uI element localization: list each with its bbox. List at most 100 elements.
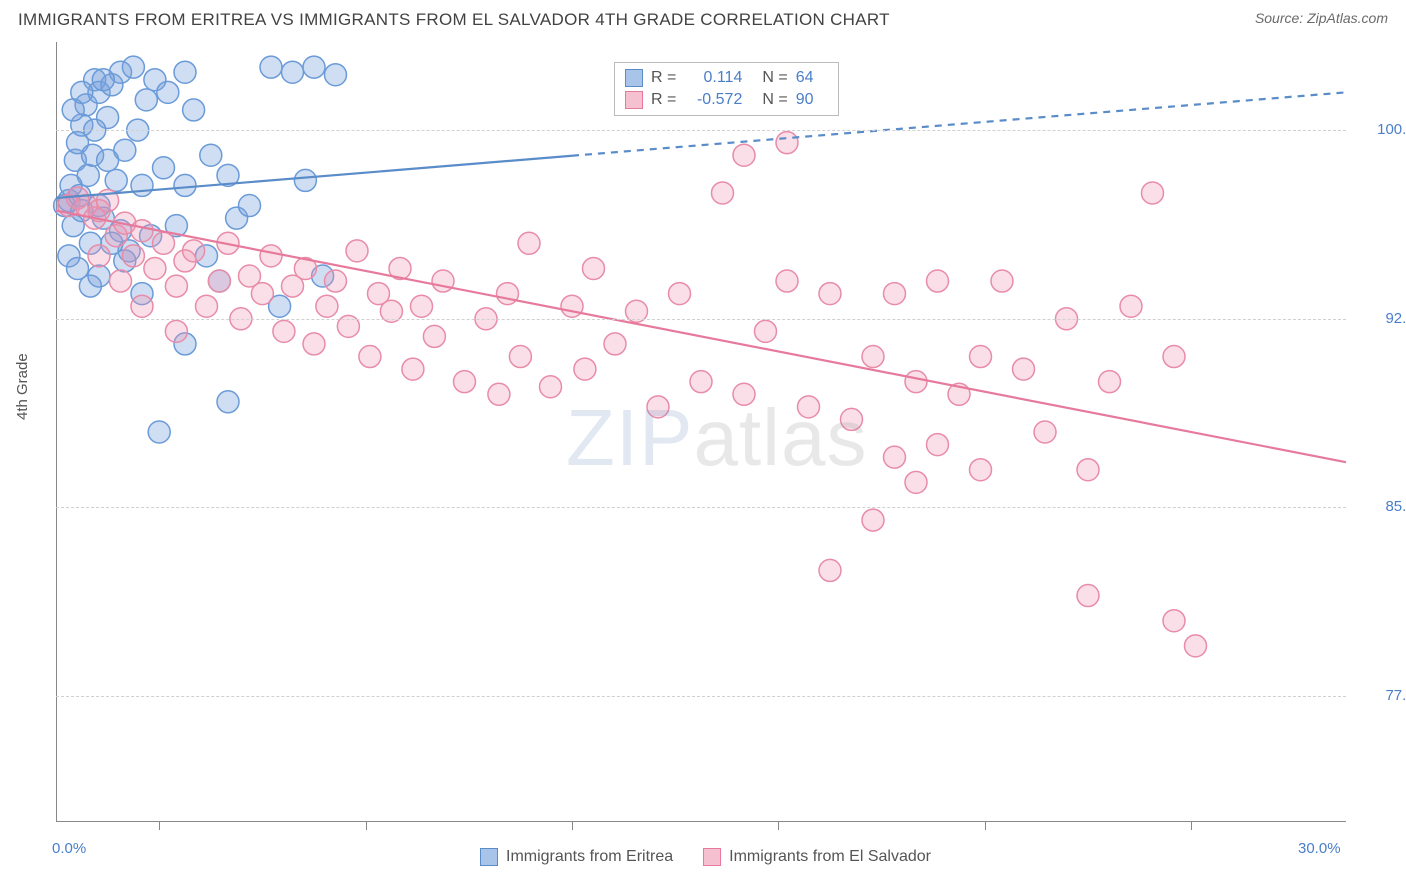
data-point — [905, 471, 927, 493]
legend-r-value: -0.572 — [684, 91, 742, 109]
data-point — [970, 346, 992, 368]
data-point — [153, 157, 175, 179]
y-tick-label: 92.5% — [1358, 310, 1406, 327]
data-point — [131, 174, 153, 196]
data-point — [135, 89, 157, 111]
data-point — [282, 61, 304, 83]
data-point — [819, 559, 841, 581]
data-point — [1185, 635, 1207, 657]
data-point — [755, 320, 777, 342]
legend-item: Immigrants from El Salvador — [703, 848, 931, 866]
correlation-legend: R = 0.114 N = 64 R = -0.572 N = 90 — [614, 62, 839, 116]
data-point — [325, 270, 347, 292]
data-point — [165, 320, 187, 342]
legend-n-label: N = — [762, 91, 787, 109]
data-point — [122, 56, 144, 78]
trend-line — [56, 211, 1346, 463]
legend-n-value: 90 — [796, 91, 828, 109]
data-point — [991, 270, 1013, 292]
data-point — [432, 270, 454, 292]
data-point — [712, 182, 734, 204]
gridline — [56, 319, 1346, 320]
data-point — [669, 283, 691, 305]
data-point — [488, 383, 510, 405]
data-point — [294, 169, 316, 191]
data-point — [122, 245, 144, 267]
data-point — [71, 81, 93, 103]
legend-r-label: R = — [651, 91, 676, 109]
data-point — [776, 270, 798, 292]
data-point — [1013, 358, 1035, 380]
data-point — [260, 56, 282, 78]
data-point — [359, 346, 381, 368]
data-point — [165, 275, 187, 297]
x-tick — [366, 822, 367, 830]
data-point — [88, 245, 110, 267]
data-point — [1034, 421, 1056, 443]
data-point — [97, 149, 119, 171]
data-point — [273, 320, 295, 342]
data-point — [251, 283, 273, 305]
chart-svg — [56, 42, 1346, 822]
x-tick — [985, 822, 986, 830]
trend-line — [56, 156, 572, 198]
data-point — [905, 371, 927, 393]
data-point — [509, 346, 531, 368]
data-point — [841, 408, 863, 430]
legend-row: R = -0.572 N = 90 — [615, 89, 838, 111]
data-point — [927, 270, 949, 292]
data-point — [1120, 295, 1142, 317]
gridline — [56, 507, 1346, 508]
data-point — [1077, 459, 1099, 481]
data-point — [174, 61, 196, 83]
data-point — [927, 434, 949, 456]
data-point — [183, 99, 205, 121]
chart-title: IMMIGRANTS FROM ERITREA VS IMMIGRANTS FR… — [18, 10, 890, 30]
data-point — [733, 144, 755, 166]
y-tick-label: 77.5% — [1358, 687, 1406, 704]
data-point — [1099, 371, 1121, 393]
y-axis-label: 4th Grade — [14, 353, 31, 420]
data-point — [884, 283, 906, 305]
x-tick-label: 0.0% — [52, 840, 86, 857]
data-point — [411, 295, 433, 317]
data-point — [144, 257, 166, 279]
data-point — [316, 295, 338, 317]
legend-item: Immigrants from Eritrea — [480, 848, 673, 866]
data-point — [1163, 610, 1185, 632]
data-point — [604, 333, 626, 355]
data-point — [561, 295, 583, 317]
data-point — [1142, 182, 1164, 204]
legend-r-label: R = — [651, 69, 676, 87]
data-point — [798, 396, 820, 418]
data-point — [303, 333, 325, 355]
data-point — [1077, 585, 1099, 607]
data-point — [217, 391, 239, 413]
data-point — [208, 270, 230, 292]
data-point — [92, 69, 114, 91]
legend-n-value: 64 — [796, 69, 828, 87]
legend-swatch — [625, 69, 643, 87]
data-point — [153, 232, 175, 254]
data-point — [77, 164, 99, 186]
data-point — [148, 421, 170, 443]
data-point — [862, 509, 884, 531]
x-tick — [572, 822, 573, 830]
legend-series-name: Immigrants from El Salvador — [729, 848, 931, 866]
data-point — [884, 446, 906, 468]
source-label: Source: ZipAtlas.com — [1255, 10, 1388, 30]
data-point — [239, 195, 261, 217]
legend-series-name: Immigrants from Eritrea — [506, 848, 673, 866]
legend-swatch — [703, 848, 721, 866]
data-point — [733, 383, 755, 405]
data-point — [325, 64, 347, 86]
legend-r-value: 0.114 — [684, 69, 742, 87]
data-point — [518, 232, 540, 254]
y-tick-label: 85.0% — [1358, 498, 1406, 515]
data-point — [131, 220, 153, 242]
data-point — [970, 459, 992, 481]
data-point — [862, 346, 884, 368]
x-tick — [159, 822, 160, 830]
data-point — [88, 265, 110, 287]
data-point — [497, 283, 519, 305]
